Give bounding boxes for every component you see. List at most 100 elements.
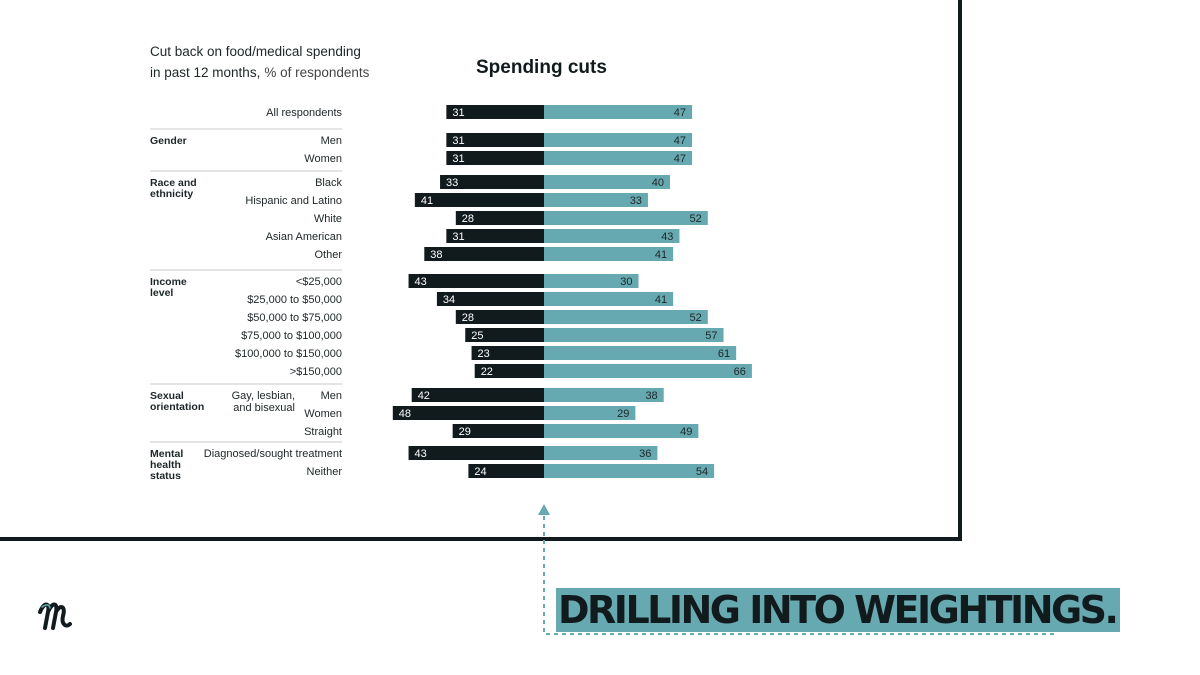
- bar-right: [544, 193, 648, 207]
- bar-left: [471, 346, 544, 360]
- bar-left-label: 31: [452, 153, 464, 165]
- subtitle-line-1: Cut back on food/medical spending: [150, 44, 361, 59]
- bar-right: [544, 388, 664, 402]
- bar-left: [440, 175, 544, 189]
- callout-text: DRILLING INTO WEIGHTINGS.: [556, 588, 1120, 632]
- bar-right-label: 66: [734, 366, 746, 378]
- bar-right-label: 47: [674, 107, 686, 119]
- row-label: $25,000 to $50,000: [247, 294, 342, 306]
- bar-right-label: 38: [645, 390, 657, 402]
- bar-right-label: 40: [652, 177, 664, 189]
- bar-left-label: 28: [462, 312, 474, 324]
- group-label-line: Gender: [150, 135, 187, 147]
- bar-left-label: 22: [481, 366, 493, 378]
- bar-right-label: 30: [620, 276, 632, 288]
- row-label: >$150,000: [290, 366, 342, 378]
- bar-left: [455, 310, 544, 324]
- group-label-line: Mental: [150, 448, 183, 460]
- bar-left: [446, 151, 544, 165]
- bar-right-label: 29: [617, 408, 629, 420]
- bar-left-label: 48: [399, 408, 411, 420]
- chart-subtitle: Cut back on food/medical spending in pas…: [150, 41, 369, 83]
- group-label: Gender: [150, 135, 187, 147]
- bar-left: [446, 105, 544, 119]
- bar-left: [446, 133, 544, 147]
- group-label-line: orientation: [150, 401, 204, 413]
- bar-left: [452, 424, 544, 438]
- bar-right-label: 41: [655, 294, 667, 306]
- bar-left: [474, 364, 544, 378]
- bar-left: [408, 274, 544, 288]
- row-label: Black: [315, 177, 342, 189]
- row-label: White: [314, 213, 342, 225]
- row-label: Neither: [307, 466, 343, 478]
- bar-left-label: 34: [443, 294, 455, 306]
- bar-right: [544, 274, 639, 288]
- group-label: Race and ethnicity: [150, 177, 197, 200]
- bar-left: [436, 292, 544, 306]
- bar-left-label: 33: [446, 177, 458, 189]
- bar-right-label: 43: [661, 231, 673, 243]
- bar-right: [544, 424, 699, 438]
- chart-frame: [0, 0, 962, 541]
- row-label: Straight: [304, 426, 342, 438]
- bar-right: [544, 247, 674, 261]
- bar-left-label: 28: [462, 213, 474, 225]
- bar-left: [408, 446, 544, 460]
- row-label: Women: [304, 153, 342, 165]
- bar-left: [414, 193, 544, 207]
- bar-right: [544, 105, 693, 119]
- row-label: <$25,000: [296, 276, 342, 288]
- row-sublabel-line: and bisexual: [233, 402, 295, 414]
- group-label-line: Race and: [150, 177, 197, 189]
- row-label: Hispanic and Latino: [245, 195, 342, 207]
- subtitle-line-2: in past 12 months,: [150, 65, 261, 80]
- bar-right-label: 52: [690, 312, 702, 324]
- bar-left-label: 42: [418, 390, 430, 402]
- bar-left-label: 38: [430, 249, 442, 261]
- group-label-line: level: [150, 287, 173, 299]
- row-label: Women: [304, 408, 342, 420]
- bar-left: [411, 388, 544, 402]
- bar-left: [468, 464, 544, 478]
- group-label-line: Income: [150, 276, 187, 288]
- group-label-line: ethnicity: [150, 188, 193, 200]
- bar-right-label: 49: [680, 426, 692, 438]
- bar-right-label: 33: [630, 195, 642, 207]
- bar-right: [544, 175, 670, 189]
- bar-left-label: 31: [452, 231, 464, 243]
- callout-heading: DRILLING INTO WEIGHTINGS.: [556, 588, 1120, 632]
- bar-right-label: 41: [655, 249, 667, 261]
- row-sublabel-line: Gay, lesbian,: [232, 390, 295, 402]
- group-label-line: status: [150, 470, 181, 482]
- row-label: $100,000 to $150,000: [235, 348, 342, 360]
- bar-right-label: 57: [705, 330, 717, 342]
- bar-left-label: 25: [471, 330, 483, 342]
- row-label: Other: [314, 249, 342, 261]
- group-label: Income level: [150, 276, 187, 299]
- row-sublabel: Gay, lesbian, and bisexual: [232, 390, 295, 414]
- bar-right: [544, 151, 693, 165]
- bar-left-label: 31: [452, 107, 464, 119]
- bar-right: [544, 292, 674, 306]
- row-label: Diagnosed/sought treatment: [204, 448, 342, 460]
- bar-left: [424, 247, 544, 261]
- bar-left: [446, 229, 544, 243]
- bar-left-label: 31: [452, 135, 464, 147]
- bar-right: [544, 364, 752, 378]
- bar-right-label: 61: [718, 348, 730, 360]
- subtitle-unit: % of respondents: [264, 65, 370, 80]
- bar-right: [544, 310, 708, 324]
- row-label: $50,000 to $75,000: [247, 312, 342, 324]
- bar-right: [544, 346, 737, 360]
- bar-right: [544, 406, 636, 420]
- group-label: Sexual orientation: [150, 390, 204, 413]
- bar-right-label: 54: [696, 466, 708, 478]
- bar-right-label: 52: [690, 213, 702, 225]
- bar-left-label: 41: [421, 195, 433, 207]
- bar-right-label: 47: [674, 135, 686, 147]
- bar-right: [544, 229, 680, 243]
- row-label: Men: [321, 135, 342, 147]
- connector-arrowhead-icon: [538, 504, 550, 515]
